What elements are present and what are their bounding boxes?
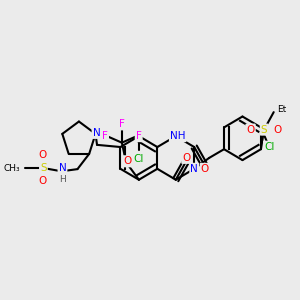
Text: O: O xyxy=(182,153,190,163)
Text: S: S xyxy=(261,124,267,135)
Text: O: O xyxy=(38,150,46,160)
Text: Et: Et xyxy=(278,105,287,114)
Text: O: O xyxy=(274,124,282,135)
Text: CH₃: CH₃ xyxy=(4,164,20,172)
Text: F: F xyxy=(119,119,125,129)
Text: N: N xyxy=(190,164,198,174)
Text: N: N xyxy=(58,163,66,173)
Text: S: S xyxy=(40,163,47,173)
Text: O: O xyxy=(38,176,46,186)
Text: Cl: Cl xyxy=(134,154,144,164)
Text: F: F xyxy=(136,131,142,141)
Text: O: O xyxy=(123,156,131,166)
Text: Cl: Cl xyxy=(264,142,274,152)
Text: H: H xyxy=(59,175,66,184)
Text: F: F xyxy=(102,131,108,141)
Text: O: O xyxy=(201,164,209,174)
Text: O: O xyxy=(246,124,255,135)
Text: N: N xyxy=(93,128,101,138)
Text: NH: NH xyxy=(170,131,185,141)
